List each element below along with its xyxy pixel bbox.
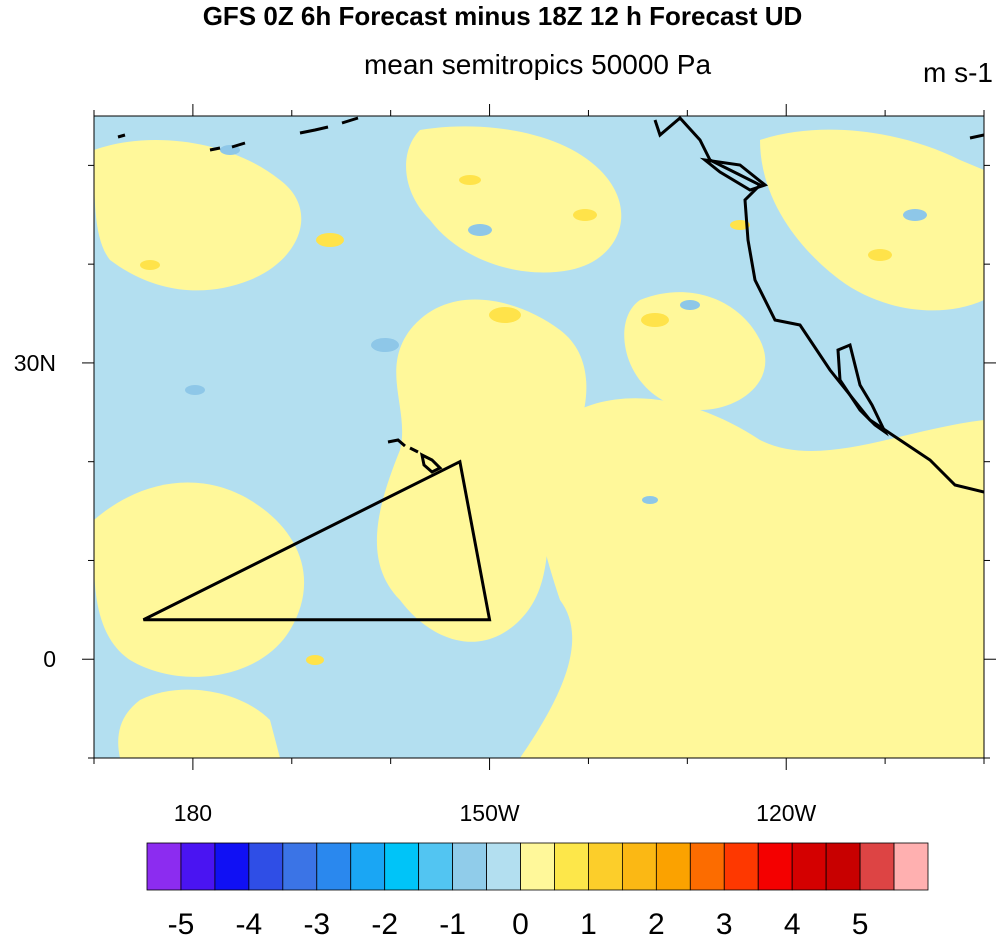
positive-region-northwest — [94, 140, 302, 291]
colorbar-swatch — [554, 842, 589, 891]
coastline-baja — [836, 342, 889, 437]
colorbar-swatch — [214, 842, 250, 891]
positive-region-east — [520, 398, 984, 758]
colorbar-swatch — [859, 842, 895, 891]
colorbar-label: -3 — [303, 908, 331, 941]
axis-ticks — [82, 104, 996, 770]
colorbar-swatch — [757, 842, 793, 891]
colorbar-swatch — [655, 842, 691, 891]
colorbar-label: 3 — [715, 908, 733, 941]
colorbar-swatch — [520, 842, 555, 891]
colorbar-swatch — [384, 842, 420, 891]
strong-negative-patches — [185, 145, 927, 504]
coastline-hawaii — [387, 438, 443, 474]
positive-region-west — [94, 482, 305, 677]
colorbar-label: -2 — [371, 908, 399, 941]
positive-region-northeast — [760, 129, 984, 311]
strong-positive-patches — [140, 175, 892, 665]
colorbar-swatch — [248, 842, 284, 891]
colorbar-swatch — [825, 842, 861, 891]
colorbar-swatch — [282, 842, 318, 891]
colorbar-label: 0 — [512, 908, 529, 941]
coastline-aleutians — [117, 116, 984, 152]
colorbar-swatch — [180, 842, 216, 891]
colorbar-swatch — [588, 842, 623, 891]
x-tick-label: 150W — [459, 800, 520, 826]
y-tick-label: 0 — [43, 646, 56, 673]
colorbar-label: -5 — [167, 908, 195, 941]
x-tick-label: 120W — [756, 800, 817, 826]
positive-region-southwest — [118, 689, 281, 758]
colorbar-label: 1 — [580, 908, 597, 941]
colorbar-label: -4 — [235, 908, 263, 941]
colorbar-swatch — [893, 842, 929, 891]
triangle-region-outline — [142, 459, 492, 622]
colorbar-swatch — [723, 842, 759, 891]
map-frame — [93, 115, 985, 759]
colorbar-label: -1 — [439, 908, 466, 941]
x-tick-label: 180 — [173, 800, 213, 826]
colorbar-swatch — [146, 842, 182, 891]
colorbar-swatch — [621, 842, 657, 891]
units-label: m s-1 — [923, 57, 993, 88]
plot-subtitle: mean semitropics 50000 Pa — [363, 49, 712, 80]
colorbar-label: 2 — [648, 908, 665, 941]
positive-region-north — [406, 126, 622, 273]
colorbar-swatch — [452, 842, 487, 891]
coastline-north-america — [653, 116, 984, 494]
colorbar-label: 5 — [851, 908, 869, 941]
colorbar — [146, 842, 929, 891]
positive-region-central — [376, 299, 587, 642]
colorbar-swatch — [486, 842, 521, 891]
colorbar-swatch — [791, 842, 827, 891]
y-tick-label: 30N — [13, 349, 56, 376]
colorbar-swatch — [418, 842, 454, 891]
colorbar-swatch — [689, 842, 725, 891]
colorbar-swatch — [350, 842, 386, 891]
colorbar-label: 4 — [783, 908, 801, 941]
map-field — [94, 116, 984, 758]
colorbar-swatch — [316, 842, 352, 891]
plot-title: GFS 0Z 6h Forecast minus 18Z 12 h Foreca… — [202, 1, 803, 31]
coastline-sf-bay — [699, 157, 769, 192]
